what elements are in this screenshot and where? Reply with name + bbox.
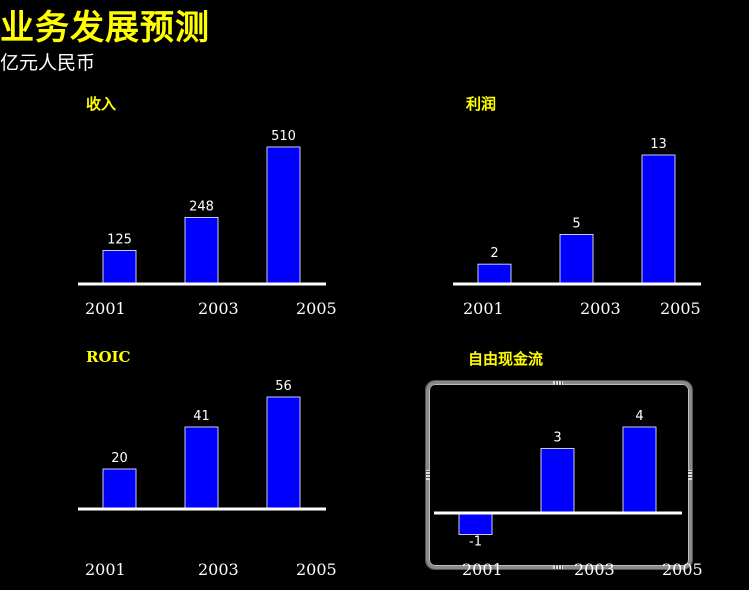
resize-handle-left[interactable]: [426, 470, 430, 480]
resize-handle-bottom[interactable]: [553, 565, 563, 569]
tick-label-roic-2001: 2001: [85, 560, 126, 579]
tick-label-roic-2003: 2003: [198, 560, 239, 579]
chart-svg-revenue: 125 248 510 2001 2003 2005: [78, 129, 337, 318]
tick-label-free-cash-flow-2005: 2005: [662, 560, 703, 579]
tick-label-roic-2005: 2005: [296, 560, 337, 579]
bar-revenue-2003: [184, 216, 219, 285]
chart-roic: 20 41 56 2001 2003 2005: [78, 379, 338, 584]
tick-label-revenue-2003: 2003: [198, 299, 239, 318]
data-label-roic-2003: 41: [193, 409, 210, 424]
chart-title-revenue: 收入: [86, 95, 117, 113]
data-label-free-cash-flow-2001: -1: [469, 535, 482, 550]
data-label-revenue-2005: 510: [271, 129, 296, 144]
data-label-profit-2005: 13: [650, 137, 667, 152]
bar-roic-2005: [266, 396, 301, 510]
tick-label-free-cash-flow-2003: 2003: [574, 560, 615, 579]
tick-label-profit-2005: 2005: [660, 299, 701, 318]
tick-label-free-cash-flow-2001: 2001: [462, 560, 503, 579]
data-label-revenue-2003: 248: [189, 199, 214, 214]
data-label-roic-2001: 20: [111, 451, 128, 466]
bar-free-cash-flow-2003: [540, 448, 575, 514]
chart-svg-profit: 2 5 13 2001 2003 2005: [453, 137, 701, 318]
chart-svg-free-cash-flow: -1 3 4 2001 2003 2005: [434, 409, 703, 579]
chart-profit: 2 5 13 2001 2003 2005: [453, 120, 713, 324]
tick-label-profit-2001: 2001: [463, 299, 504, 318]
unit-label: 亿元人民币: [0, 52, 96, 74]
data-label-free-cash-flow-2003: 3: [553, 431, 561, 446]
bar-profit-2001: [477, 263, 512, 285]
chart-title-roic: ROIC: [86, 348, 131, 366]
resize-handle-top[interactable]: [553, 381, 563, 385]
bar-profit-2003: [559, 233, 594, 285]
bar-free-cash-flow-2001: [458, 512, 493, 535]
chart-free-cash-flow: -1 3 4 2001 2003 2005: [434, 380, 703, 584]
bar-roic-2003: [184, 426, 219, 510]
selection-frame[interactable]: [426, 381, 692, 569]
data-label-roic-2005: 56: [275, 379, 292, 394]
page-title: 业务发展预测: [0, 8, 210, 48]
resize-handle-right[interactable]: [688, 470, 692, 480]
data-label-profit-2003: 5: [572, 216, 580, 231]
tick-label-revenue-2001: 2001: [85, 299, 126, 318]
data-label-revenue-2001: 125: [107, 232, 132, 247]
tick-label-profit-2003: 2003: [580, 299, 621, 318]
chart-svg-roic: 20 41 56 2001 2003 2005: [78, 379, 337, 579]
data-label-free-cash-flow-2005: 4: [635, 409, 643, 424]
chart-title-profit: 利润: [466, 95, 497, 113]
tick-label-revenue-2005: 2005: [296, 299, 337, 318]
bar-revenue-2001: [102, 250, 137, 285]
chart-revenue: 125 248 510 2001 2003 2005: [78, 120, 338, 324]
chart-title-free-cash-flow: 自由现金流: [468, 350, 544, 368]
bar-profit-2005: [641, 154, 676, 285]
bar-roic-2001: [102, 468, 137, 510]
bar-free-cash-flow-2005: [622, 426, 657, 514]
data-label-profit-2001: 2: [490, 246, 498, 261]
bar-revenue-2005: [266, 146, 301, 285]
